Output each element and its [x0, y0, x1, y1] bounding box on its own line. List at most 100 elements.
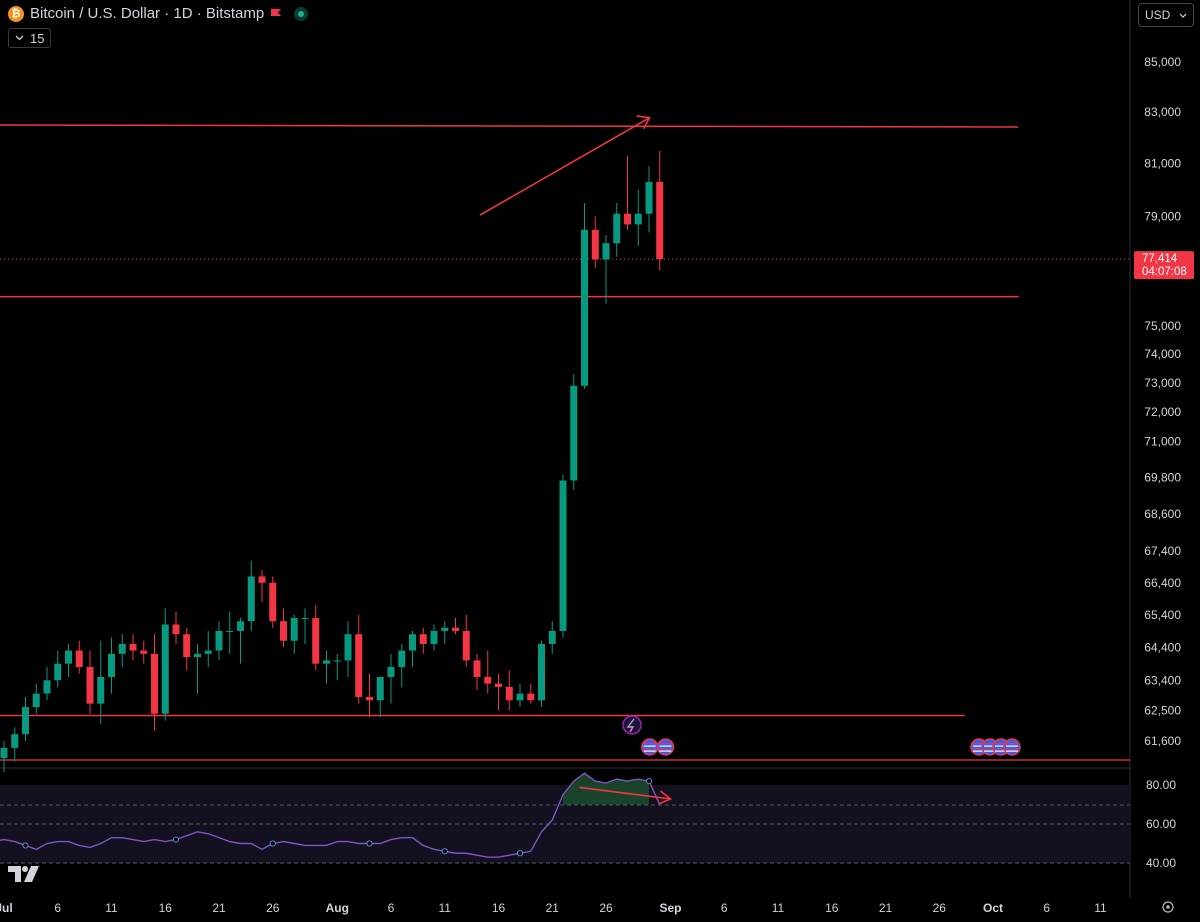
candle-body [269, 582, 277, 622]
flag-stripe [659, 748, 672, 750]
settings-gear-icon[interactable] [1162, 901, 1174, 913]
price-tick-label: 61,600 [1144, 734, 1181, 748]
us-flag-icon[interactable] [656, 738, 675, 756]
flag-stripe [995, 743, 1007, 745]
candle-body [0, 747, 8, 759]
candle-body [419, 634, 427, 644]
candle-body [505, 686, 513, 701]
candle-body [301, 617, 309, 619]
rsi-line [0, 772, 661, 858]
candle-body [409, 634, 416, 651]
tradingview-logo-icon[interactable] [8, 865, 40, 883]
candle-body [581, 229, 588, 386]
currency-button[interactable]: USD [1138, 3, 1194, 27]
flag-circle [1003, 738, 1021, 756]
flag-circle [656, 738, 675, 756]
candle-body [237, 621, 244, 631]
candle-body [204, 650, 212, 654]
flag-stripe [995, 745, 1007, 747]
time-tick-label: 26 [266, 901, 280, 915]
candle-body [11, 734, 19, 748]
rsi-pivot-marker [172, 836, 180, 843]
price-tick-label: 65,400 [1144, 608, 1181, 622]
flag-stripe [643, 750, 656, 752]
flag-stripe [995, 748, 1007, 750]
flag-stripe [659, 743, 672, 745]
time-tick-label: Aug [326, 901, 349, 915]
flag-circle [641, 738, 659, 756]
candle-body [22, 707, 29, 735]
candle-body [645, 181, 653, 214]
candle-body [495, 683, 502, 687]
candle-body [65, 650, 72, 664]
candle-body [32, 693, 40, 708]
time-tick-label: 26 [599, 901, 613, 915]
candle-body [366, 696, 373, 701]
indicator-count: 15 [30, 30, 45, 46]
candle-body [656, 181, 664, 260]
candle-body [183, 634, 191, 658]
candle-body [355, 634, 363, 697]
candle-body [54, 663, 62, 681]
current-price-badge [1134, 251, 1194, 280]
us-flag-icon[interactable] [1003, 738, 1021, 756]
time-tick-label: 6 [54, 901, 61, 915]
us-flag-icon[interactable] [641, 738, 659, 756]
candle-body [430, 630, 438, 644]
candle-body [613, 213, 621, 244]
price-tick-label: 74,000 [1144, 347, 1181, 361]
time-tick-label: 21 [212, 901, 226, 915]
gear-hub [1166, 905, 1170, 909]
candle-body [258, 576, 266, 583]
candle-body [43, 680, 51, 694]
candle-body [462, 630, 470, 661]
price-tick-label: 81,000 [1144, 157, 1181, 171]
rsi-pivot-marker [441, 848, 448, 855]
dividend-icon[interactable] [622, 715, 642, 735]
market-status-icon [294, 6, 309, 21]
time-tick-label: 11 [439, 901, 452, 915]
flag-icon[interactable] [270, 8, 282, 20]
rsi-tick-label: 60.00 [1146, 817, 1176, 831]
horizontal-level-line [0, 124, 1019, 128]
price-tick-label: 73,000 [1144, 376, 1181, 390]
candle-body [387, 667, 395, 677]
time-tick-label: Jul [0, 901, 13, 915]
candle-body [247, 576, 255, 622]
candle-body [172, 624, 180, 635]
candle-body [86, 667, 94, 704]
time-tick-label: 21 [879, 901, 893, 915]
candle-body [129, 643, 137, 651]
candle-body [280, 621, 287, 641]
candle-body [559, 480, 567, 631]
candle-body [548, 630, 556, 644]
indicators-toggle[interactable]: 15 [8, 28, 52, 48]
candle-body [118, 643, 126, 654]
candle-body [398, 650, 406, 668]
flag-stripe [973, 743, 985, 745]
bitcoin-logo-icon: ₿ [8, 5, 24, 22]
candle-body [226, 630, 234, 632]
gear-ring [1162, 901, 1174, 913]
rsi-divergence-arrowhead [658, 790, 673, 805]
trend-arrowhead [636, 114, 651, 130]
price-tick-label: 66,400 [1144, 576, 1181, 590]
price-tick-label: 62,500 [1144, 703, 1181, 717]
candle-body [344, 634, 352, 661]
candle-body [538, 643, 545, 701]
rsi-pivot-marker [22, 842, 29, 849]
price-tick-label: 68,600 [1144, 507, 1181, 521]
candle-body [570, 385, 578, 481]
candle-body [376, 676, 384, 701]
time-tick-label: 11 [772, 901, 785, 915]
flag-stripe [973, 748, 985, 750]
price-tick-label: 71,000 [1144, 435, 1181, 449]
time-tick-label: 16 [159, 901, 173, 915]
flag-stripe [1006, 743, 1018, 745]
candle-body [516, 693, 524, 701]
price-tick-label: 72,000 [1144, 405, 1181, 419]
current-price-value: 77,414 [1142, 253, 1178, 265]
symbol-title[interactable]: Bitcoin / U.S. Dollar · 1D · Bitstamp [30, 5, 265, 22]
